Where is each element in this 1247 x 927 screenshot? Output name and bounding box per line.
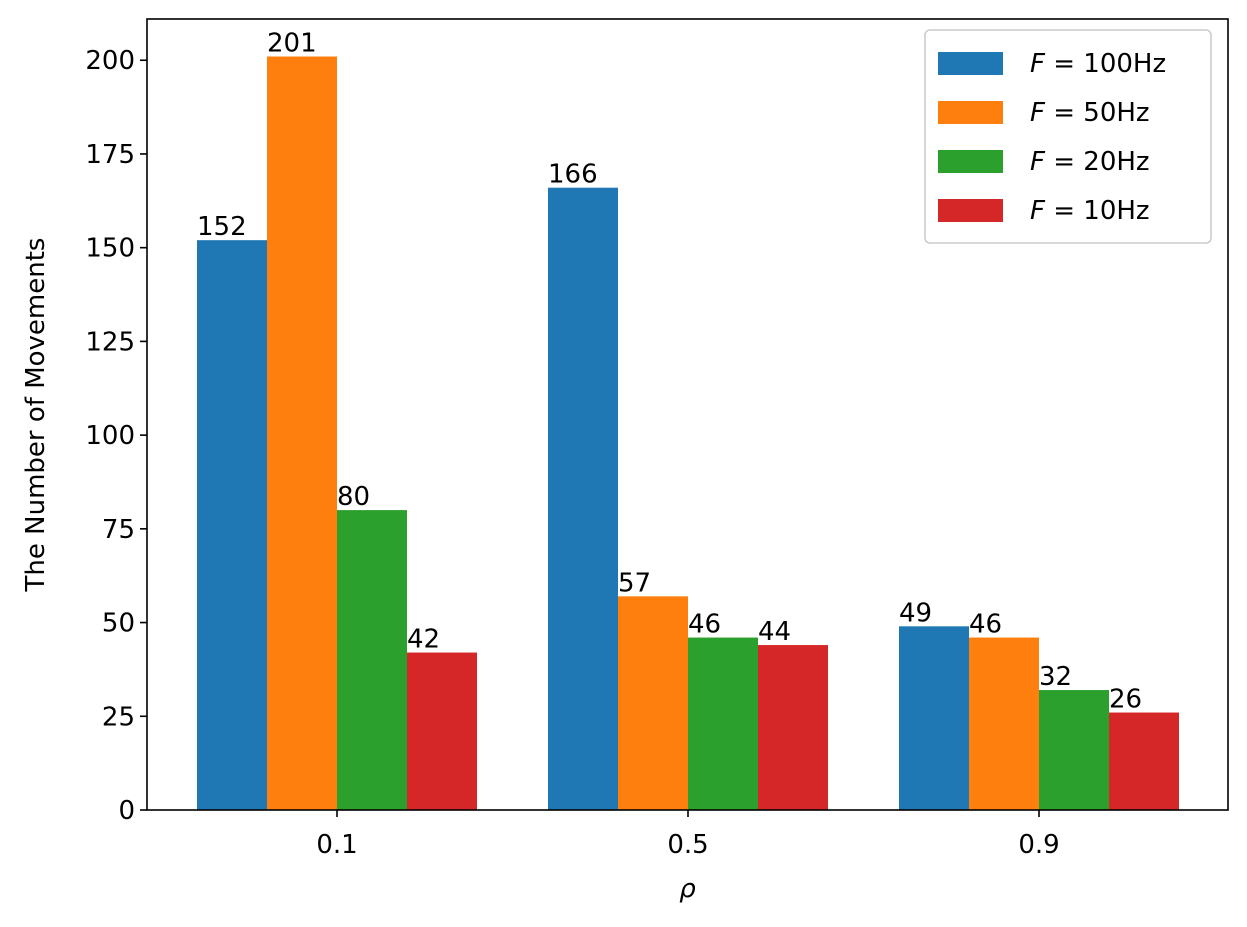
data-label-10hz-0.1: 42 — [407, 625, 440, 655]
data-label-20hz-0.9: 32 — [1039, 662, 1072, 692]
bar-20hz-0.5 — [688, 637, 758, 810]
legend-swatch-100hz — [938, 52, 1003, 75]
bars-group — [197, 56, 1179, 811]
y-axis-label: The Number of Movements — [21, 238, 51, 593]
y-tick-label-100: 100 — [85, 421, 135, 451]
data-label-50hz-0.9: 46 — [969, 610, 1002, 640]
x-tick-label-0.1: 0.1 — [316, 830, 357, 860]
legend-swatch-10hz — [938, 199, 1003, 222]
bar-20hz-0.9 — [1039, 690, 1109, 810]
data-label-10hz-0.5: 44 — [758, 617, 791, 647]
bar-100hz-0.5 — [548, 187, 618, 811]
legend: F = 100Hz F = 50Hz F = 20Hz F = 10Hz — [924, 29, 1212, 244]
data-label-20hz-0.1: 80 — [337, 482, 370, 512]
legend-swatch-50hz — [938, 101, 1003, 124]
y-tick-label-150: 150 — [85, 234, 135, 264]
bar-100hz-0.9 — [899, 626, 969, 810]
y-tick-label-200: 200 — [85, 46, 135, 76]
legend-frame — [924, 29, 1212, 244]
legend-label-10hz: F = 10Hz — [1030, 196, 1150, 226]
data-label-100hz-0.1: 152 — [197, 212, 247, 242]
data-label-50hz-0.1: 201 — [267, 28, 317, 58]
legend-label-20hz: F = 20Hz — [1030, 147, 1150, 177]
x-axis-ticks: 0.1 0.5 0.9 — [316, 810, 1060, 860]
bar-10hz-0.9 — [1109, 712, 1179, 810]
legend-label-50hz: F = 50Hz — [1030, 98, 1150, 128]
y-tick-label-125: 125 — [85, 327, 135, 357]
bar-50hz-0.5 — [618, 596, 688, 810]
y-axis-ticks: 0 25 50 75 100 125 150 175 200 — [85, 46, 147, 826]
legend-label-100hz: F = 100Hz — [1030, 49, 1166, 79]
x-axis-label: ρ — [679, 874, 696, 904]
y-tick-label-0: 0 — [118, 796, 135, 826]
x-tick-label-0.9: 0.9 — [1018, 830, 1059, 860]
data-label-20hz-0.5: 46 — [688, 610, 721, 640]
plot-frame — [146, 18, 1229, 811]
bar-50hz-0.1 — [267, 56, 337, 810]
y-tick-label-25: 25 — [102, 702, 135, 732]
data-labels-group: 152 201 80 42 166 57 46 44 49 46 32 26 — [197, 28, 1142, 714]
bar-50hz-0.9 — [969, 637, 1039, 810]
y-tick-label-75: 75 — [102, 515, 135, 545]
data-label-100hz-0.5: 166 — [548, 160, 598, 190]
bar-20hz-0.1 — [337, 510, 407, 810]
legend-swatch-20hz — [938, 150, 1003, 173]
y-tick-label-50: 50 — [102, 609, 135, 639]
x-tick-label-0.5: 0.5 — [667, 830, 708, 860]
data-label-10hz-0.9: 26 — [1109, 685, 1142, 715]
bar-10hz-0.5 — [758, 645, 828, 810]
data-label-100hz-0.9: 49 — [899, 598, 932, 628]
y-tick-label-175: 175 — [85, 140, 135, 170]
data-label-50hz-0.5: 57 — [618, 568, 651, 598]
bar-10hz-0.1 — [407, 652, 477, 810]
bar-100hz-0.1 — [197, 240, 267, 810]
